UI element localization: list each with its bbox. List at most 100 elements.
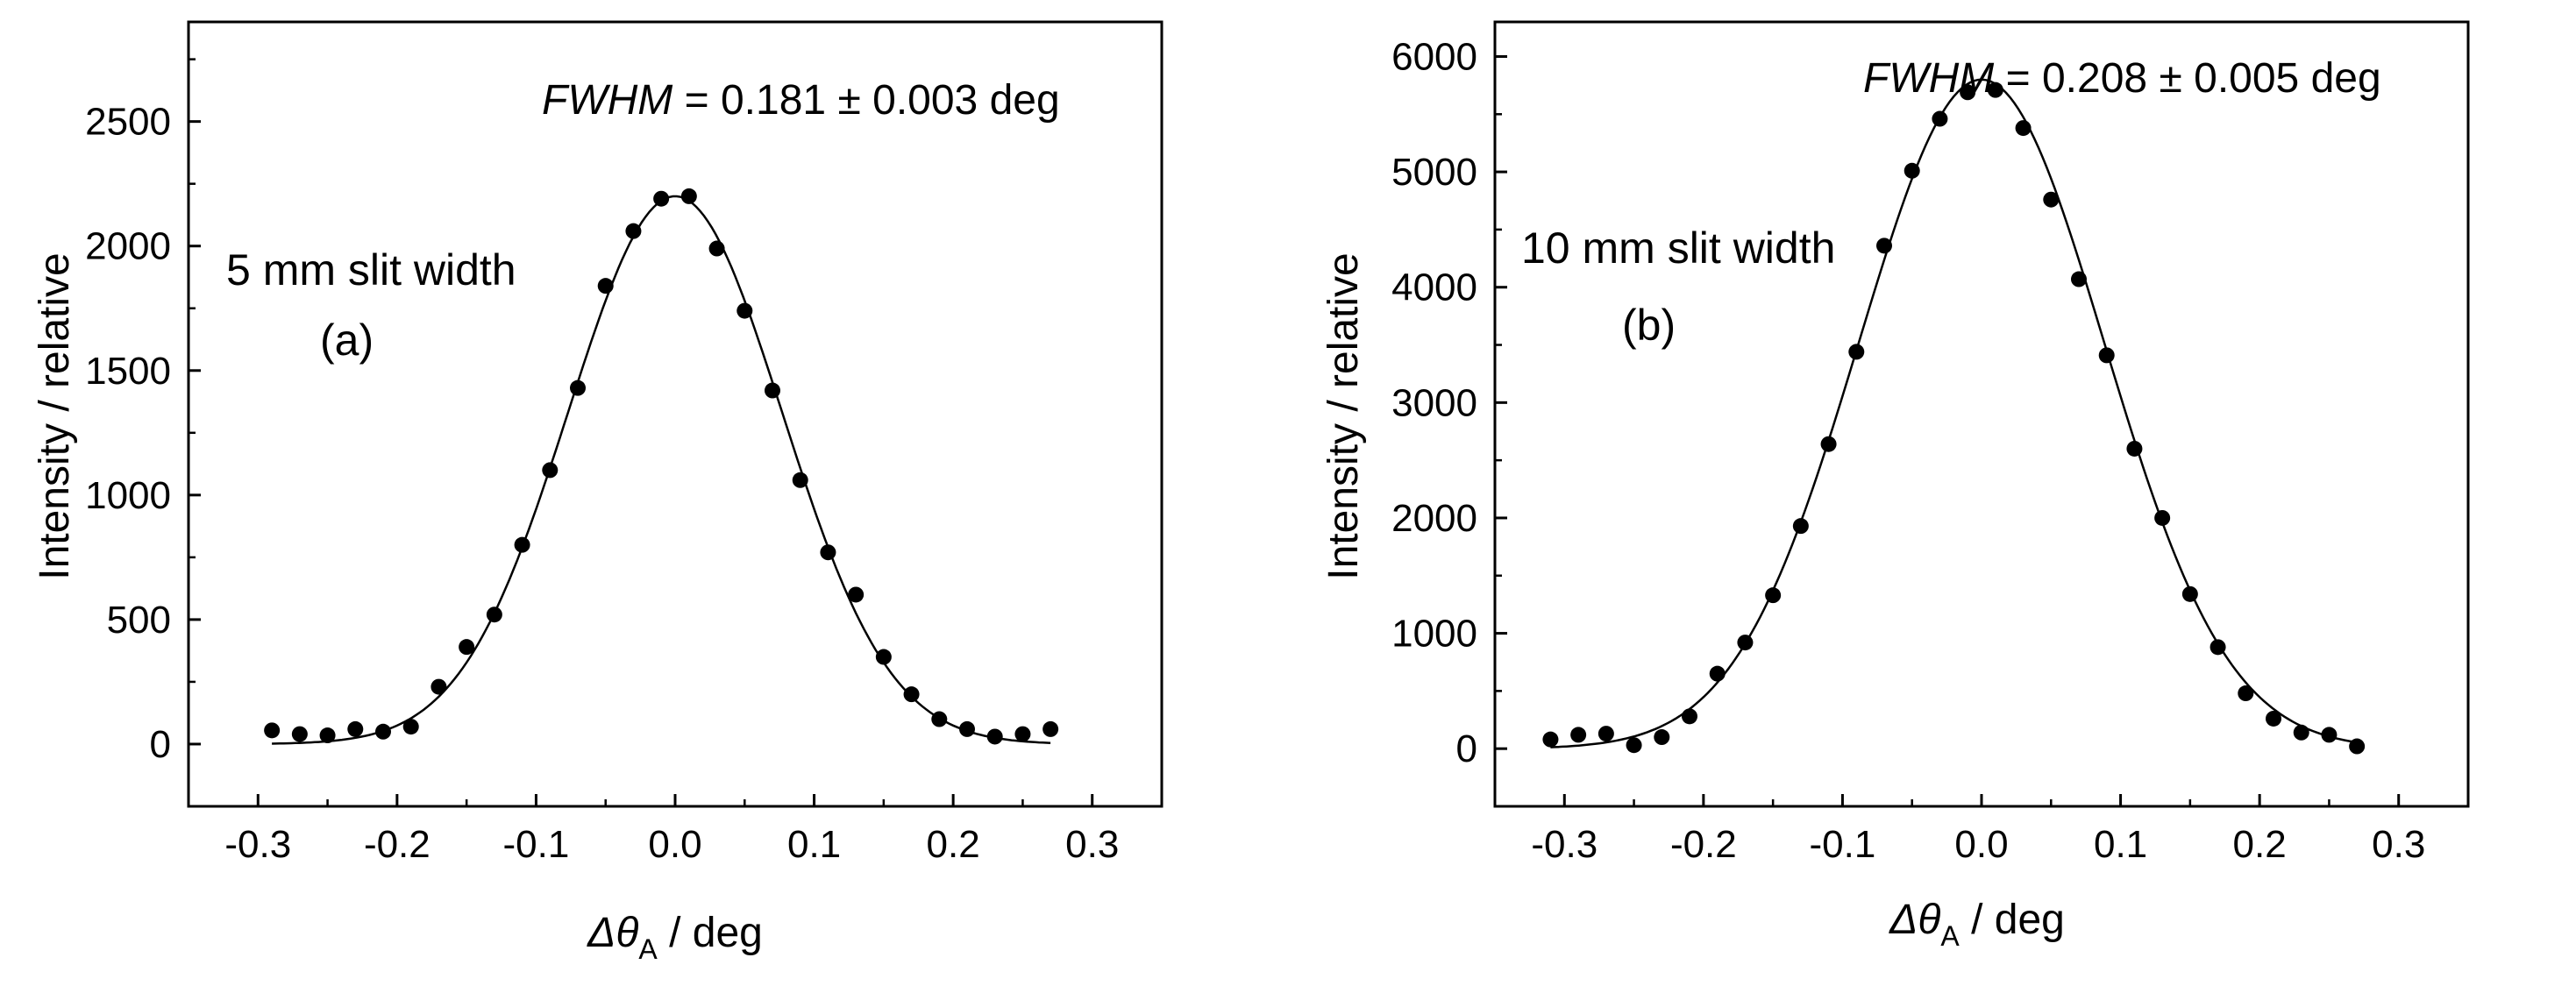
x-axis-title-a: ΔθA / deg bbox=[587, 910, 763, 965]
data-point bbox=[708, 240, 725, 257]
y-tick-label: 6000 bbox=[1391, 35, 1477, 78]
y-tick-label: 500 bbox=[107, 599, 171, 642]
data-point bbox=[2321, 727, 2338, 743]
data-point bbox=[597, 278, 614, 294]
x-tick-label: 0.3 bbox=[2372, 823, 2425, 866]
data-point bbox=[514, 536, 530, 553]
x-tick-labels-b: -0.3 -0.2 -0.1 0.0 0.1 0.2 0.3 bbox=[1531, 823, 2425, 866]
x-tick-label: 0.2 bbox=[2233, 823, 2287, 866]
data-point bbox=[2015, 120, 2032, 137]
data-points-a bbox=[264, 188, 1059, 745]
x-axis-title-b: ΔθA / deg bbox=[1889, 897, 2065, 952]
x-axis-subscript-a: A bbox=[638, 933, 658, 965]
data-point bbox=[680, 188, 697, 204]
y-tick-label: 3000 bbox=[1391, 381, 1477, 424]
data-point bbox=[319, 727, 336, 744]
y-axis-title-a: Intensity / relative bbox=[32, 252, 78, 580]
x-tick-label: 0.3 bbox=[1065, 823, 1119, 866]
data-point bbox=[848, 586, 865, 603]
x-axis-subscript-b: A bbox=[1940, 920, 1960, 952]
y-tick-label: 1000 bbox=[1391, 613, 1477, 656]
fwhm-label-a: FWHM = 0.181 ± 0.003 deg bbox=[542, 77, 1060, 124]
data-point bbox=[1598, 726, 1614, 742]
fwhm-symbol-a: FWHM bbox=[542, 77, 672, 124]
plot-frame-b bbox=[1493, 20, 2470, 808]
fwhm-value-a: = 0.181 ± 0.003 deg bbox=[672, 77, 1059, 124]
x-tick-label: 0.1 bbox=[787, 823, 841, 866]
data-point bbox=[375, 723, 391, 740]
data-point bbox=[570, 380, 586, 396]
y-tick-label: 2500 bbox=[85, 101, 171, 144]
data-point bbox=[347, 720, 364, 737]
data-point bbox=[1570, 727, 1587, 743]
data-point bbox=[1709, 665, 1726, 682]
x-tick-label: -0.1 bbox=[1810, 823, 1876, 866]
data-point bbox=[2181, 585, 2198, 602]
x-tick-label: -0.3 bbox=[224, 823, 291, 866]
x-axis-symbol-a: Δθ bbox=[587, 910, 638, 956]
fwhm-value-b: = 0.208 ± 0.005 deg bbox=[1994, 55, 2380, 102]
tick-marks-b bbox=[1493, 54, 2401, 808]
data-point bbox=[542, 462, 559, 479]
data-point bbox=[1626, 737, 1642, 754]
data-point bbox=[1848, 344, 1865, 360]
data-point bbox=[1542, 731, 1559, 748]
data-point bbox=[875, 649, 892, 665]
data-point bbox=[1765, 587, 1782, 604]
fit-curve-b bbox=[1550, 78, 2358, 748]
data-point bbox=[291, 726, 308, 742]
data-point bbox=[1792, 518, 1809, 535]
data-point bbox=[2154, 509, 2171, 526]
fwhm-symbol-b: FWHM bbox=[1863, 55, 1994, 102]
y-axis-title-b: Intensity / relative bbox=[1320, 252, 1367, 580]
x-tick-label: -0.3 bbox=[1531, 823, 1598, 866]
data-point bbox=[2293, 724, 2309, 741]
data-point bbox=[737, 302, 753, 319]
x-axis-unit-b: / deg bbox=[1960, 897, 2065, 943]
y-tick-label: 1500 bbox=[85, 350, 171, 393]
data-point bbox=[264, 722, 281, 739]
plot-frame-a bbox=[187, 20, 1163, 808]
slit-width-annotation-a: 5 mm slit width bbox=[226, 245, 516, 294]
data-point bbox=[2266, 710, 2281, 727]
data-point bbox=[765, 382, 780, 399]
data-point bbox=[653, 190, 670, 207]
data-point bbox=[1876, 238, 1892, 254]
x-tick-label: -0.1 bbox=[503, 823, 570, 866]
x-tick-label: -0.2 bbox=[1670, 823, 1737, 866]
data-point bbox=[459, 639, 475, 656]
y-tick-label: 0 bbox=[1456, 727, 1477, 770]
data-point bbox=[1014, 726, 1031, 742]
data-point bbox=[903, 686, 920, 703]
data-point bbox=[1654, 729, 1670, 746]
data-point bbox=[1987, 82, 2003, 98]
data-point bbox=[792, 472, 808, 488]
data-point bbox=[2098, 347, 2115, 364]
slit-width-annotation-b: 10 mm slit width bbox=[1521, 223, 1835, 273]
data-point bbox=[1960, 84, 1976, 101]
fwhm-label-b: FWHM = 0.208 ± 0.005 deg bbox=[1863, 55, 2381, 102]
data-point bbox=[2210, 639, 2226, 656]
data-point bbox=[1682, 708, 1697, 725]
data-point bbox=[1932, 110, 1948, 127]
data-point bbox=[959, 720, 975, 737]
panel-b: -0.3 -0.2 -0.1 0.0 0.1 0.2 0.3 0 1000 2000 3000 40… bbox=[1320, 20, 2470, 952]
panel-label-b: (b) bbox=[1622, 301, 1676, 350]
x-tick-labels-a: -0.3 -0.2 -0.1 0.0 0.1 0.2 0.3 bbox=[224, 823, 1119, 866]
x-tick-label: 0.0 bbox=[648, 823, 701, 866]
y-tick-label: 4000 bbox=[1391, 266, 1477, 309]
data-points-b bbox=[1542, 82, 2366, 755]
y-tick-label: 1000 bbox=[85, 474, 171, 517]
tick-marks-a bbox=[187, 58, 1094, 808]
panel-label-a: (a) bbox=[320, 316, 374, 365]
data-point bbox=[431, 678, 447, 695]
x-tick-label: 0.0 bbox=[1954, 823, 2008, 866]
data-point bbox=[2071, 271, 2087, 287]
y-tick-label: 2000 bbox=[1391, 497, 1477, 540]
y-tick-labels-b: 0 1000 2000 3000 4000 5000 6000 bbox=[1391, 35, 1477, 770]
y-tick-label: 0 bbox=[150, 723, 171, 766]
data-point bbox=[2238, 685, 2254, 702]
data-point bbox=[1042, 720, 1059, 737]
data-point bbox=[1737, 635, 1754, 651]
